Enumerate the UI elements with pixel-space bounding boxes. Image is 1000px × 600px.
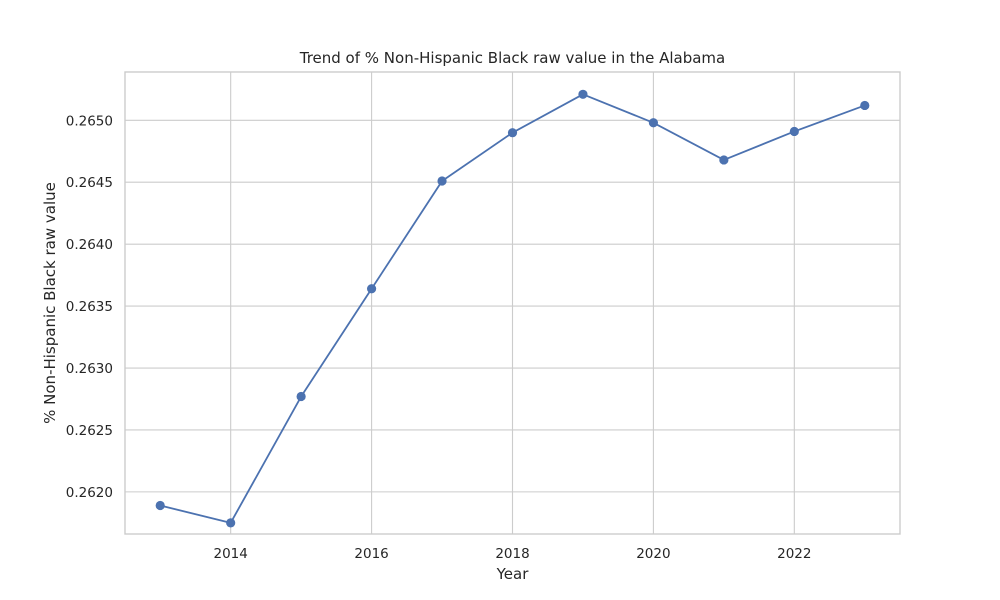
x-tick-label: 2018 [495,546,529,562]
y-axis-ticks: 0.2620 0.2625 0.2630 0.2635 0.2640 0.2645 0.26… [66,113,113,501]
data-point [226,518,236,528]
plot-area-frame [124,71,901,535]
x-axis-ticks: 2014 2016 2018 2020 2022 [214,546,812,562]
x-tick-label: 2020 [636,546,670,562]
data-series [155,89,870,528]
x-tick-label: 2016 [354,546,388,562]
y-axis-label: % Non-Hispanic Black raw value [41,182,59,424]
y-tick-label: 0.2625 [66,423,113,439]
y-tick-label: 0.2640 [66,237,113,253]
data-point [578,89,588,99]
data-point [860,100,870,111]
data-point [296,391,306,402]
data-point [507,128,518,138]
data-point [366,284,377,294]
y-tick-label: 0.2650 [66,113,113,129]
chart-title: Trend of % Non-Hispanic Black raw value … [299,49,726,67]
x-tick-label: 2014 [214,546,248,562]
x-tick-label: 2022 [777,546,811,562]
data-point [648,118,659,128]
data-point [155,500,165,511]
data-point [437,176,447,186]
x-axis-label: Year [496,565,530,583]
data-point [719,155,729,165]
grid [125,72,900,534]
data-point [789,126,799,137]
y-tick-label: 0.2630 [66,361,113,377]
y-tick-label: 0.2645 [66,175,113,191]
y-tick-label: 0.2635 [66,299,113,315]
y-tick-label: 0.2620 [66,485,113,501]
